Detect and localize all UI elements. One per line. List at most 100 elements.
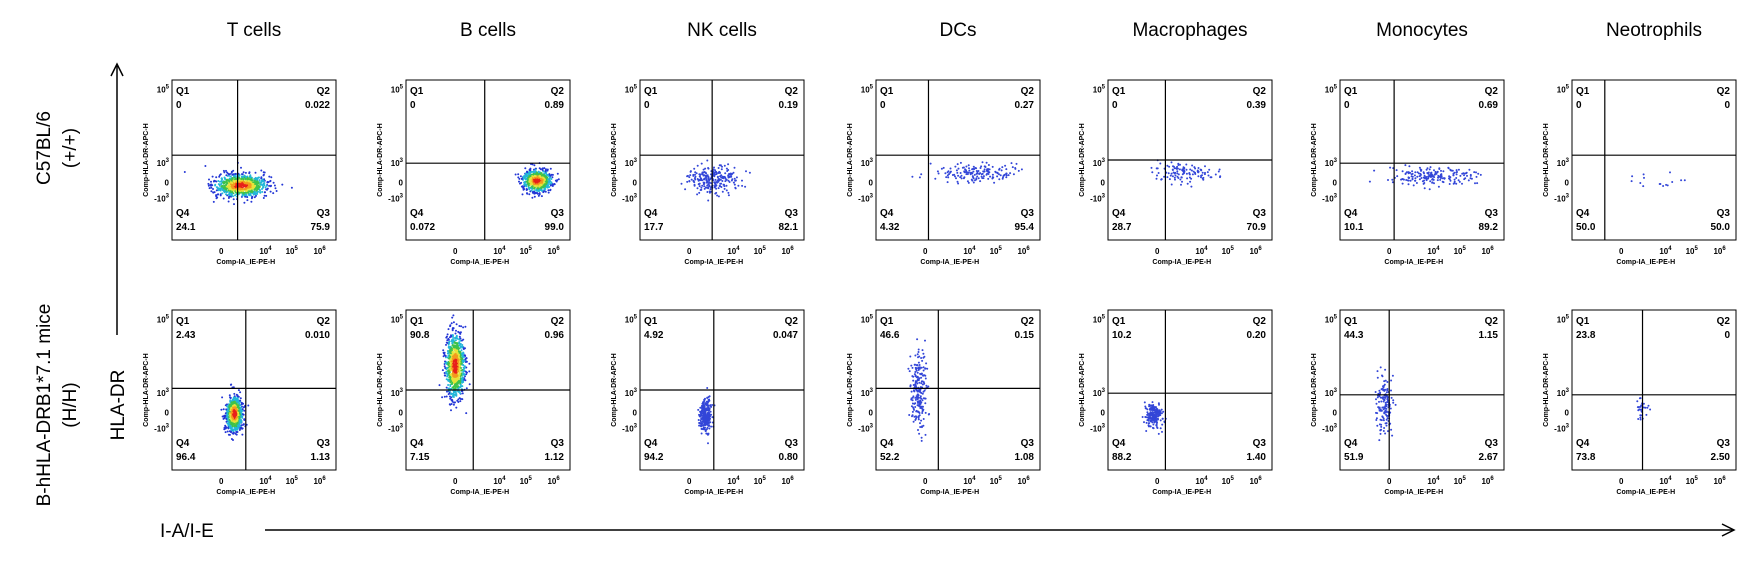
event-dot — [909, 384, 912, 387]
event-dot — [452, 337, 455, 339]
event-dot — [713, 166, 715, 169]
event-dot — [525, 178, 528, 180]
event-dot — [522, 175, 525, 178]
event-dot — [536, 183, 538, 186]
tick-label: 0 — [687, 477, 692, 486]
event-dot — [1455, 177, 1458, 179]
tick-exp: 5 — [870, 315, 874, 321]
event-dot — [928, 413, 931, 415]
event-dot — [538, 193, 541, 196]
event-dot — [462, 364, 465, 367]
event-dot — [445, 343, 447, 346]
event-dot — [246, 199, 249, 202]
event-dot — [462, 351, 465, 354]
column-title: NK cells — [687, 20, 757, 41]
event-dot — [925, 384, 928, 387]
event-dot — [226, 171, 228, 174]
event-dot — [922, 424, 925, 427]
tick-label: 0 — [399, 408, 404, 417]
event-dot — [248, 190, 251, 193]
event-dot — [548, 186, 551, 188]
quadrant-name: Q3 — [1021, 208, 1035, 219]
event-dot — [915, 376, 918, 379]
event-dot — [251, 182, 254, 185]
tick-base: 0 — [165, 178, 170, 187]
event-dot — [537, 187, 540, 190]
event-dot — [260, 176, 263, 179]
event-dot — [1631, 175, 1634, 178]
event-dot — [523, 181, 526, 184]
event-dot — [974, 179, 976, 182]
tick-exp: 3 — [1566, 158, 1570, 164]
tick-exp: 6 — [556, 476, 560, 482]
event-dot — [245, 182, 248, 185]
event-dot — [236, 405, 239, 408]
event-dot — [1155, 167, 1158, 170]
event-dot — [735, 176, 738, 179]
event-dot — [208, 178, 210, 181]
tick-base: 0 — [1387, 247, 1392, 256]
event-dot — [1437, 185, 1440, 188]
event-dot — [924, 402, 927, 405]
tick-label: 0 — [687, 247, 692, 256]
event-dot — [547, 191, 550, 194]
event-dot — [913, 415, 916, 418]
event-dot — [1181, 180, 1183, 183]
event-dot — [1144, 405, 1147, 408]
tick-base: -10 — [388, 194, 400, 203]
event-dot — [543, 167, 546, 170]
event-dot — [968, 167, 970, 170]
event-dot — [270, 184, 272, 187]
event-dot — [1014, 167, 1017, 169]
event-dot — [540, 178, 543, 181]
event-dot — [445, 395, 448, 398]
tick-exp: 6 — [1722, 246, 1726, 252]
event-dot — [1163, 175, 1166, 178]
event-dot — [451, 357, 454, 360]
event-dot — [253, 196, 256, 199]
event-dot — [534, 168, 537, 171]
event-dot — [1447, 166, 1450, 169]
event-dot — [913, 389, 915, 392]
event-dot — [1180, 176, 1183, 179]
event-dot — [258, 179, 261, 182]
tick-label: 105 — [1686, 246, 1699, 256]
tick-exp: 5 — [166, 85, 170, 91]
tick-exp: 3 — [870, 193, 874, 199]
event-dot — [246, 184, 249, 187]
event-dot — [241, 183, 244, 186]
event-dot — [215, 194, 218, 197]
event-dot — [926, 367, 929, 370]
event-dot — [976, 175, 979, 178]
event-dot — [920, 376, 923, 379]
panel-y-label: Comp-HLA-DR-APC-H — [611, 123, 618, 197]
event-dot — [465, 373, 468, 376]
event-dot — [1188, 172, 1191, 174]
tick-exp: 5 — [1463, 246, 1467, 252]
event-dot — [254, 182, 257, 185]
event-dot — [920, 436, 923, 439]
y-arrowhead — [110, 62, 124, 77]
event-dot — [450, 409, 452, 412]
event-dot — [530, 187, 533, 190]
event-dot — [242, 423, 245, 426]
event-dot — [463, 354, 466, 357]
event-dot — [976, 171, 979, 174]
event-dot — [975, 172, 978, 175]
event-dot — [1437, 176, 1440, 179]
event-dot — [1411, 172, 1414, 175]
event-dot — [1419, 172, 1422, 175]
event-dot — [712, 174, 715, 177]
quadrant-name: Q2 — [551, 316, 565, 327]
event-dot — [526, 188, 529, 191]
event-dot — [912, 384, 915, 386]
event-dot — [1201, 174, 1203, 177]
event-dot — [244, 188, 247, 190]
tick-label: -103 — [154, 423, 170, 433]
event-dot — [244, 171, 247, 174]
event-dot — [949, 171, 952, 174]
quadrant-value: 0.39 — [1247, 100, 1267, 111]
event-dot — [1427, 172, 1430, 175]
event-dot — [728, 181, 731, 183]
event-dot — [263, 194, 266, 197]
